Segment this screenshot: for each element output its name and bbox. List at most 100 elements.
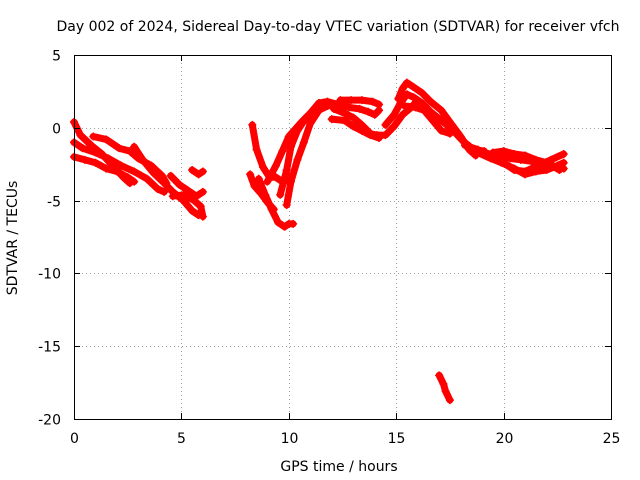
data-point: [448, 120, 457, 129]
x-axis-label: GPS time / hours: [280, 459, 397, 475]
data-point: [259, 163, 268, 172]
data-point: [78, 144, 87, 153]
data-point: [531, 155, 540, 164]
data-point: [445, 396, 454, 405]
data-point: [314, 106, 323, 115]
data-point: [198, 187, 207, 196]
data-point: [102, 135, 111, 144]
x-tick-label: 25: [603, 431, 621, 447]
data-point: [426, 97, 435, 106]
data-point: [409, 93, 418, 102]
data-point: [394, 94, 403, 103]
data-point: [91, 158, 100, 167]
data-point: [398, 84, 407, 93]
data-point: [130, 142, 139, 151]
data-point: [104, 154, 113, 163]
data-point: [160, 187, 169, 196]
data-point: [117, 161, 126, 170]
data-point: [175, 180, 184, 189]
data-point: [349, 113, 358, 122]
data-point: [246, 170, 255, 179]
data-point: [347, 96, 356, 105]
data-point: [357, 126, 366, 135]
data-point: [473, 148, 482, 157]
data-point: [441, 387, 450, 396]
data-point: [381, 120, 390, 129]
data-point: [499, 147, 508, 156]
y-tick-label: -20: [38, 413, 61, 429]
data-point: [102, 164, 111, 173]
data-point: [437, 116, 446, 125]
data-point: [248, 120, 257, 129]
x-tick-label: 5: [177, 431, 186, 447]
data-point: [282, 166, 291, 175]
data-point: [276, 190, 285, 199]
data-point: [542, 166, 551, 175]
axis-ticks: 0 5 10 15 20 25 5 0 -5 -10 -15 -20: [38, 49, 620, 448]
data-point: [123, 173, 132, 182]
data-point: [559, 158, 568, 167]
data-point: [336, 96, 345, 105]
data-point: [381, 131, 390, 140]
y-tick-label: -10: [38, 267, 61, 283]
data-point: [439, 380, 448, 389]
data-arc: [89, 133, 170, 187]
data-point: [138, 155, 147, 164]
data-point: [364, 107, 373, 116]
data-point: [546, 155, 555, 164]
data-arc: [500, 150, 568, 175]
data-point: [198, 167, 207, 176]
data-point: [349, 122, 358, 131]
data-point: [398, 110, 407, 119]
data-point: [357, 96, 366, 105]
data-point: [460, 141, 469, 150]
data-point: [488, 148, 497, 157]
data-point: [533, 161, 542, 170]
data-point: [267, 205, 276, 214]
data-point: [280, 222, 289, 231]
data-point: [445, 129, 454, 138]
x-tick-label: 15: [388, 431, 406, 447]
data-point: [282, 200, 291, 209]
data-point: [188, 166, 197, 175]
data-point: [289, 219, 298, 228]
data-point: [329, 104, 338, 113]
x-tick-label: 0: [70, 431, 79, 447]
data-point: [76, 131, 85, 140]
data-point: [166, 171, 175, 180]
data-point: [194, 170, 203, 179]
data-point: [402, 90, 411, 99]
data-point: [196, 202, 205, 211]
data-point: [254, 174, 263, 183]
y-tick-label: 5: [52, 49, 61, 65]
data-point: [274, 218, 283, 227]
data-point: [327, 115, 336, 124]
data-point: [299, 138, 308, 147]
data-point: [252, 145, 261, 154]
data-point: [375, 133, 384, 142]
data-point: [293, 155, 302, 164]
data-point: [306, 119, 315, 128]
data-point: [521, 151, 530, 160]
data-point: [417, 99, 426, 108]
data-point: [390, 122, 399, 131]
data-point: [420, 106, 429, 115]
y-tick-label: -5: [47, 195, 61, 211]
data-point: [400, 101, 409, 110]
data-point: [286, 142, 295, 151]
data-point: [250, 182, 259, 191]
data-point: [510, 166, 519, 175]
data-point: [428, 116, 437, 125]
data-point: [115, 144, 124, 153]
y-tick-label: -15: [38, 340, 61, 356]
data-point: [366, 131, 375, 140]
data-point: [89, 132, 98, 141]
data-point: [293, 126, 302, 135]
data-points-layer: [70, 78, 568, 405]
data-point: [130, 167, 139, 176]
data-point: [183, 186, 192, 195]
data-point: [370, 110, 379, 119]
data-point: [323, 101, 332, 110]
data-point: [125, 147, 134, 156]
